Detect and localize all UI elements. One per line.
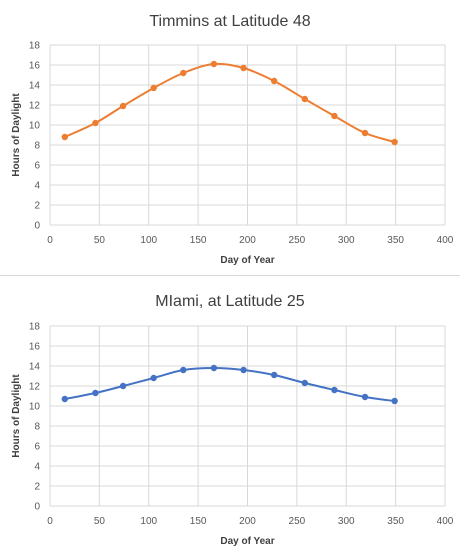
chart-1-xtick-label: 0 (47, 516, 53, 527)
chart-timmins-svg: Timmins at Latitude 48 0 2 4 6 8 10 12 14 16 18 0 50… (11, 13, 454, 266)
chart-1-ytick-label: 4 (34, 462, 40, 473)
chart-0-data-point (361, 129, 369, 137)
chart-1-ytick-label: 8 (34, 422, 40, 433)
chart-0-ytick-label: 6 (34, 161, 40, 172)
chart-1-xtick-label: 350 (387, 516, 404, 527)
chart-0-data-point (240, 64, 247, 72)
chart-1-data-point (119, 382, 127, 390)
chart-1-ytick-label: 0 (34, 502, 40, 513)
chart-0-xtick-label: 250 (289, 235, 306, 246)
chart-1-data-point (361, 393, 369, 401)
chart-0-data-point (61, 133, 69, 141)
chart-0-data-point (92, 119, 99, 127)
chart-1-data-point (391, 397, 398, 405)
chart-1-xtick-label: 50 (94, 516, 106, 527)
chart-0-xtick-label: 300 (338, 235, 355, 246)
chart-1-data-point (270, 371, 278, 379)
chart-1-xtick-label: 250 (289, 516, 306, 527)
chart-1-xlabel: Day of Year (220, 536, 274, 547)
chart-1-data-point (61, 395, 69, 403)
chart-0-data-point (119, 102, 127, 110)
chart-1-ytick-label: 2 (34, 482, 40, 493)
chart-0-xtick-label: 100 (140, 235, 157, 246)
chart-0-data-point (180, 69, 187, 77)
chart-1-ytick-label: 6 (34, 442, 40, 453)
chart-0-ytick-label: 10 (29, 121, 41, 132)
chart-0-ytick-label: 14 (29, 81, 41, 92)
chart-1-xtick-label: 200 (239, 516, 256, 527)
chart-1-ytick-label: 16 (29, 342, 41, 353)
chart-0-ytick-label: 12 (29, 101, 41, 112)
chart-0-title: Timmins at Latitude 48 (149, 13, 310, 30)
chart-0-xlabel: Day of Year (220, 255, 274, 266)
chart-0-xtick-label: 0 (47, 235, 53, 246)
chart-0-data-point (270, 77, 278, 85)
chart-1-ylabel: Hours of Daylight (11, 374, 22, 458)
chart-0-ytick-label: 18 (29, 41, 41, 52)
chart-miami-svg: MIami, at Latitude 25 0 2 4 6 8 10 12 14 16 18 0 50 1… (11, 293, 454, 547)
chart-0-data-point (150, 84, 157, 92)
chart-0-ytick-label: 4 (34, 181, 40, 192)
chart-1-data-point (240, 366, 247, 374)
chart-1-title: MIami, at Latitude 25 (155, 293, 305, 310)
chart-0-ytick-label: 16 (29, 61, 41, 72)
chart-0-xtick-label: 50 (94, 235, 106, 246)
chart-1-xtick-label: 100 (140, 516, 157, 527)
chart-1-ytick-label: 10 (29, 402, 41, 413)
chart-1-xtick-label: 150 (190, 516, 207, 527)
chart-1-ytick-label: 18 (29, 322, 41, 333)
chart-0-data-point (391, 138, 398, 146)
chart-0-xtick-label: 400 (437, 235, 454, 246)
chart-0-ytick-label: 2 (34, 201, 40, 212)
chart-1-data-point (92, 389, 99, 397)
chart-1-data-point (210, 364, 218, 372)
chart-divider (0, 275, 460, 276)
chart-1-xtick-label: 400 (437, 516, 454, 527)
chart-1-data-point (150, 374, 157, 382)
chart-1-ytick-label: 14 (29, 362, 41, 373)
chart-0-series-line (64, 62, 395, 143)
chart-timmins: Timmins at Latitude 48 0 2 4 6 8 10 12 14 16 18 0 50… (0, 0, 460, 272)
chart-1-data-point (180, 366, 187, 374)
chart-0-data-point (210, 60, 218, 68)
chart-miami: MIami, at Latitude 25 0 2 4 6 8 10 12 14 16 18 0 50 1… (0, 280, 460, 554)
chart-0-xtick-label: 200 (239, 235, 256, 246)
chart-1-series-line (64, 366, 395, 402)
chart-0-data-point (301, 95, 308, 103)
chart-1-ytick-label: 12 (29, 382, 41, 393)
chart-0-ytick-label: 8 (34, 141, 40, 152)
chart-0-data-point (331, 112, 338, 120)
chart-0-xtick-label: 150 (190, 235, 207, 246)
chart-0-xtick-label: 350 (387, 235, 404, 246)
chart-0-ylabel: Hours of Daylight (11, 93, 22, 177)
chart-1-data-point (331, 386, 338, 394)
chart-0-ytick-label: 0 (34, 221, 40, 232)
chart-1-xtick-label: 300 (338, 516, 355, 527)
chart-1-data-point (301, 379, 308, 387)
